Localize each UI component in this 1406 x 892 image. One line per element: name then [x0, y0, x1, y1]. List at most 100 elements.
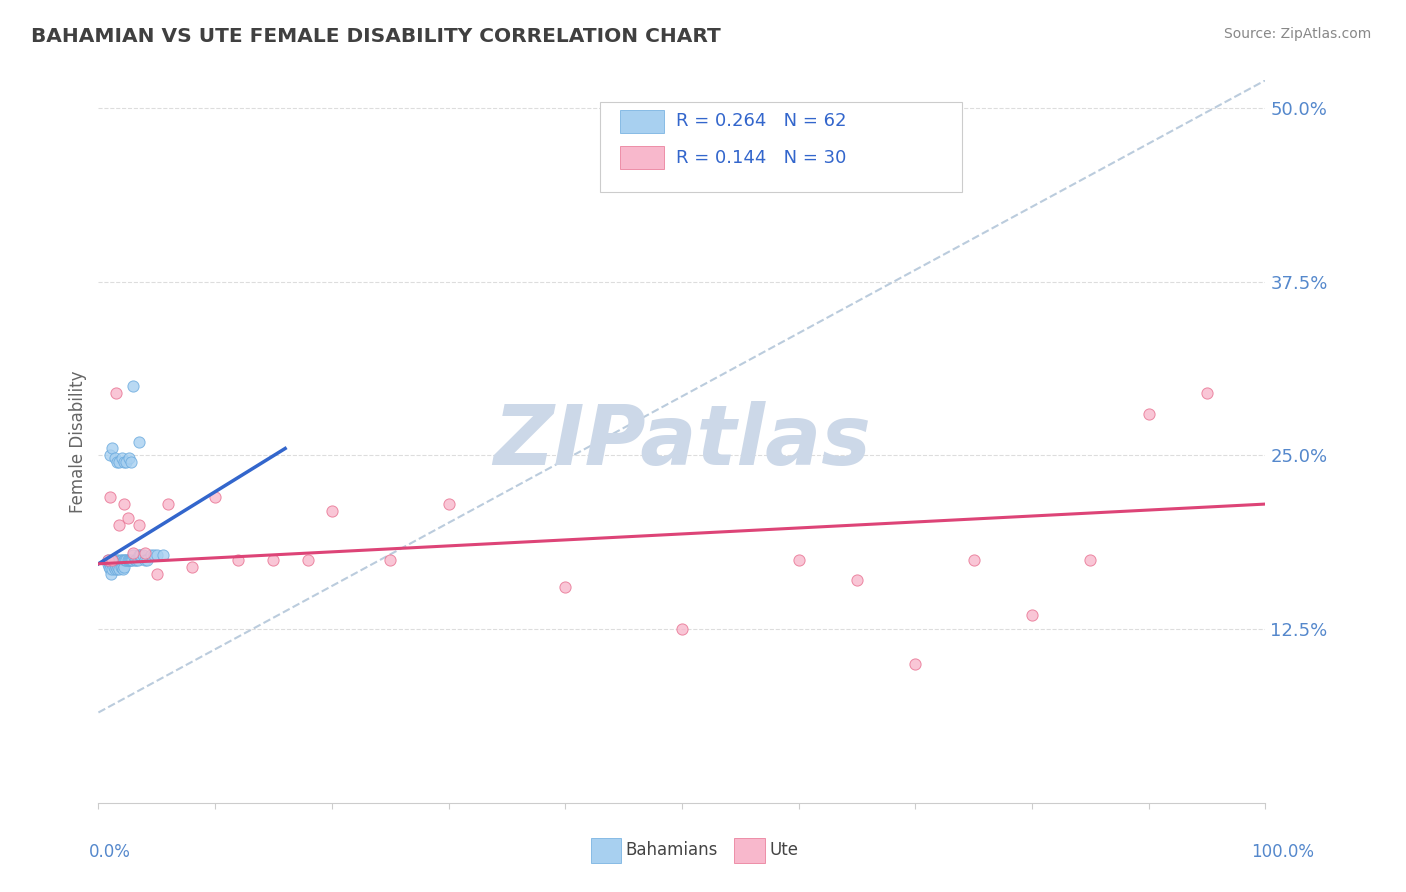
Point: [134, 546, 156, 560]
Point: [97, 557, 120, 571]
Point: [104, 562, 127, 576]
Point: [97, 552, 120, 566]
Point: [98, 490, 121, 504]
Point: [128, 549, 150, 563]
Point: [204, 490, 226, 504]
Point: [115, 552, 138, 566]
Point: [437, 497, 460, 511]
Text: R = 0.264   N = 62: R = 0.264 N = 62: [676, 112, 846, 130]
Point: [100, 566, 122, 581]
Point: [107, 552, 129, 566]
Point: [787, 552, 810, 566]
Point: [136, 552, 159, 566]
Point: [108, 554, 131, 568]
Point: [139, 549, 162, 563]
Point: [122, 546, 145, 560]
Point: [112, 559, 135, 574]
Point: [1080, 552, 1102, 566]
Point: [180, 559, 202, 574]
Point: [846, 574, 869, 588]
Point: [115, 455, 138, 469]
Point: [121, 552, 143, 566]
Point: [134, 552, 156, 566]
Text: Source: ZipAtlas.com: Source: ZipAtlas.com: [1223, 27, 1371, 41]
Point: [262, 552, 284, 566]
Point: [127, 552, 149, 566]
Text: Bahamians: Bahamians: [626, 841, 718, 859]
Point: [103, 559, 125, 574]
Point: [128, 434, 150, 449]
Point: [97, 559, 120, 574]
Point: [101, 557, 124, 571]
Point: [120, 552, 142, 566]
Point: [105, 556, 128, 570]
Point: [98, 557, 121, 571]
Point: [146, 566, 169, 581]
Point: [128, 517, 150, 532]
FancyBboxPatch shape: [600, 102, 962, 193]
Point: [132, 549, 155, 563]
Point: [107, 559, 129, 574]
Point: [105, 562, 128, 576]
Point: [143, 549, 166, 563]
Point: [108, 517, 131, 532]
Point: [117, 552, 139, 566]
Point: [111, 552, 134, 566]
Point: [117, 511, 139, 525]
Point: [1137, 407, 1160, 421]
Point: [103, 552, 125, 566]
Point: [100, 556, 122, 570]
Point: [111, 554, 134, 568]
Point: [111, 451, 134, 466]
Text: ZIPatlas: ZIPatlas: [494, 401, 870, 482]
Point: [105, 455, 128, 469]
Point: [101, 552, 124, 566]
Point: [111, 559, 134, 574]
Point: [104, 554, 127, 568]
Point: [1195, 385, 1218, 400]
Point: [962, 552, 984, 566]
Point: [125, 552, 148, 566]
Text: R = 0.144   N = 30: R = 0.144 N = 30: [676, 149, 846, 167]
Point: [122, 379, 145, 393]
Point: [98, 449, 121, 463]
Point: [104, 552, 127, 566]
Point: [1021, 608, 1043, 623]
Y-axis label: Female Disability: Female Disability: [69, 370, 87, 513]
Point: [152, 549, 174, 563]
Point: [380, 552, 402, 566]
Bar: [620, 110, 665, 133]
Bar: [620, 146, 665, 169]
Point: [554, 581, 576, 595]
Point: [112, 552, 135, 566]
Point: [98, 562, 121, 576]
Point: [671, 622, 693, 636]
Point: [118, 552, 141, 566]
Point: [228, 552, 250, 566]
Point: [108, 455, 131, 469]
Point: [104, 385, 127, 400]
Point: [120, 455, 142, 469]
Point: [104, 451, 127, 466]
Point: [297, 552, 319, 566]
Point: [146, 549, 169, 563]
Point: [118, 451, 141, 466]
Point: [97, 556, 120, 570]
Point: [101, 442, 124, 456]
Point: [110, 559, 132, 574]
Point: [97, 552, 120, 566]
Point: [112, 497, 135, 511]
Text: BAHAMIAN VS UTE FEMALE DISABILITY CORRELATION CHART: BAHAMIAN VS UTE FEMALE DISABILITY CORREL…: [31, 27, 721, 45]
Point: [124, 552, 146, 566]
Point: [108, 562, 131, 576]
Point: [157, 497, 180, 511]
Text: 100.0%: 100.0%: [1251, 843, 1315, 861]
Point: [114, 552, 136, 566]
Point: [101, 562, 124, 576]
Point: [104, 559, 127, 574]
Point: [122, 549, 145, 563]
Text: Ute: Ute: [769, 841, 799, 859]
Point: [118, 552, 141, 566]
Point: [112, 455, 135, 469]
Point: [129, 549, 152, 563]
